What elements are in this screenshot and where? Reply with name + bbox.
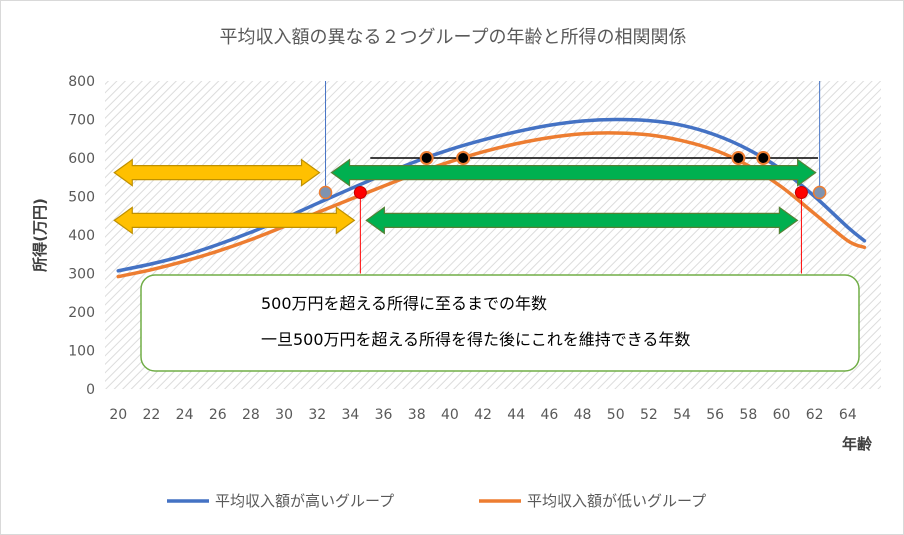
- x-axis-label: 年齢: [842, 435, 873, 453]
- y-tick-label: 0: [86, 382, 95, 398]
- low-group-500-point: [353, 186, 367, 199]
- crossing-600-point: [731, 151, 746, 165]
- note-text: 500万円を超える所得に至るまでの年数: [261, 294, 547, 313]
- note-text: 一旦500万円を超える所得を得た後にこれを維持できる年数: [261, 330, 690, 349]
- high-group-500-point: [812, 185, 827, 200]
- series-line-high: [116, 117, 867, 273]
- legend-label: 平均収入額が低いグループ: [527, 492, 706, 510]
- legend-label: 平均収入額が高いグループ: [215, 492, 394, 510]
- green-arrow: [365, 206, 799, 235]
- x-tick-label: 54: [673, 407, 691, 423]
- x-tick-label: 30: [275, 407, 293, 423]
- crossing-600-point: [756, 151, 771, 165]
- x-tick-label: 52: [640, 407, 658, 423]
- x-tick-label: 28: [242, 407, 260, 423]
- crossing-600-point: [456, 151, 471, 165]
- x-tick-label: 22: [143, 407, 161, 423]
- x-tick-label: 42: [474, 407, 492, 423]
- x-axis-ticks: 20 22 24 26 28 30 32 34 36 38 40 42 44 46 48 50 52 54 56 58…: [109, 407, 856, 423]
- x-tick-label: 24: [176, 407, 194, 423]
- y-tick-label: 600: [68, 151, 95, 167]
- x-tick-label: 20: [109, 407, 127, 423]
- y-tick-label: 400: [68, 228, 95, 244]
- x-tick-label: 26: [209, 407, 227, 423]
- x-tick-label: 36: [375, 407, 393, 423]
- y-axis-ticks: 0 100 200 300 400 500 600 700 800: [68, 74, 95, 398]
- high-group-500-point: [318, 185, 333, 200]
- y-tick-label: 100: [68, 344, 95, 360]
- note-items: 500万円を超える所得に至るまでの年数一旦500万円を超える所得を得た後にこれを…: [261, 294, 690, 349]
- x-tick-label: 32: [308, 407, 326, 423]
- crossing-600-point: [419, 151, 434, 165]
- x-tick-label: 56: [706, 407, 724, 423]
- x-tick-label: 60: [773, 407, 791, 423]
- y-tick-label: 300: [68, 267, 95, 283]
- y-tick-label: 200: [68, 305, 95, 321]
- low-group-500-point: [794, 186, 808, 199]
- y-tick-label: 700: [68, 113, 95, 129]
- x-tick-label: 34: [341, 407, 359, 423]
- x-tick-label: 48: [574, 407, 592, 423]
- y-tick-label: 500: [68, 190, 95, 206]
- note-box: 500万円を超える所得に至るまでの年数一旦500万円を超える所得を得た後にこれを…: [140, 274, 860, 372]
- orange-arrow: [113, 206, 356, 235]
- orange-arrow: [113, 158, 321, 187]
- x-tick-label: 58: [739, 407, 757, 423]
- x-tick-label: 62: [806, 407, 824, 423]
- chart-title: 平均収入額の異なる２つグループの年齢と所得の相関関係: [220, 27, 687, 48]
- x-tick-label: 40: [441, 407, 459, 423]
- x-tick-label: 50: [607, 407, 625, 423]
- y-tick-label: 800: [68, 74, 95, 90]
- green-arrow: [330, 158, 817, 187]
- x-tick-label: 38: [408, 407, 426, 423]
- x-tick-label: 46: [540, 407, 558, 423]
- y-axis-label: 所得(万円): [31, 198, 49, 272]
- x-tick-label: 64: [839, 407, 857, 423]
- legend: 平均収入額が高いグループ 平均収入額が低いグループ: [167, 492, 706, 510]
- x-tick-label: 44: [507, 407, 525, 423]
- note-box-border: [140, 274, 860, 372]
